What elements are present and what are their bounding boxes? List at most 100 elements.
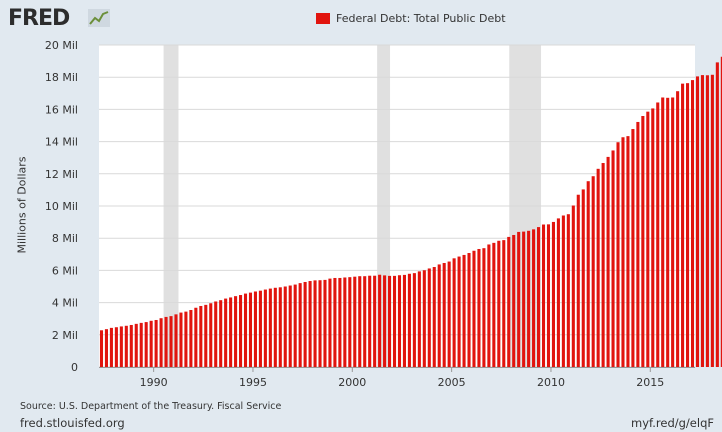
bar: [164, 316, 168, 367]
bar: [546, 224, 551, 367]
y-tick-label: 12 Mil: [45, 168, 78, 181]
bar: [323, 279, 327, 367]
bar: [477, 248, 481, 367]
bar: [636, 121, 640, 367]
bar: [308, 281, 312, 367]
bar: [646, 111, 650, 368]
bar: [318, 280, 322, 367]
bar: [328, 278, 332, 367]
bar: [184, 311, 188, 367]
bar: [179, 312, 183, 367]
x-tick-label: 1990: [140, 376, 168, 389]
bar: [368, 275, 372, 367]
bar: [437, 264, 441, 367]
bar: [537, 227, 541, 367]
y-tick-label: 6 Mil: [52, 264, 78, 277]
bar: [576, 194, 580, 367]
bar: [209, 303, 213, 367]
bar: [417, 271, 421, 367]
bar: [666, 97, 670, 368]
bar: [561, 215, 565, 367]
bar: [253, 291, 257, 367]
bar: [407, 273, 411, 367]
bar: [447, 261, 451, 367]
y-axis: 0 2 Mil 4 Mil 6 Mil 8 Mil 10 Mil 12 Mil 14 Mil 1…: [45, 39, 78, 374]
bar: [705, 75, 709, 367]
site-link[interactable]: fred.stlouisfed.org: [20, 416, 125, 430]
bar: [373, 275, 377, 367]
bar: [234, 296, 238, 367]
bar: [194, 307, 198, 367]
bar: [442, 262, 446, 367]
bar: [432, 267, 436, 367]
bar: [239, 295, 243, 367]
bar: [388, 275, 392, 367]
bar: [452, 258, 456, 367]
bar: [214, 301, 218, 367]
bar: [114, 327, 118, 367]
bar: [402, 274, 406, 367]
bar: [626, 136, 630, 367]
bar: [189, 310, 193, 367]
source-note: Source: U.S. Department of the Treasury.…: [20, 401, 282, 412]
bar: [99, 330, 104, 367]
x-tick-label: 1995: [239, 376, 267, 389]
bar: [422, 270, 426, 367]
bar: [651, 108, 655, 368]
bar: [611, 150, 615, 367]
bar: [710, 74, 714, 367]
bar: [457, 256, 461, 367]
fred-logo[interactable]: FRED: [8, 6, 70, 31]
bar: [532, 229, 536, 367]
bar: [661, 97, 665, 368]
bar: [606, 156, 610, 367]
bar: [551, 221, 555, 367]
bar: [169, 316, 173, 367]
bar: [293, 284, 297, 367]
bar: [104, 329, 108, 367]
bar: [229, 297, 233, 367]
bar: [363, 276, 367, 367]
bar: [199, 305, 203, 367]
bar: [378, 274, 382, 367]
legend-swatch: [316, 13, 330, 24]
bar: [656, 102, 660, 368]
bar: [621, 137, 625, 367]
bar: [144, 322, 148, 367]
x-tick-label: 2005: [438, 376, 466, 389]
chart-svg: 0 2 Mil 4 Mil 6 Mil 8 Mil 10 Mil 12 Mil 14 Mil 1…: [45, 39, 722, 389]
bar: [502, 240, 506, 367]
legend-label: Federal Debt: Total Public Debt: [336, 12, 506, 25]
bar: [149, 320, 153, 367]
bar: [591, 176, 595, 367]
y-tick-label: 8 Mil: [52, 232, 78, 245]
bar: [427, 268, 431, 367]
bar: [397, 275, 402, 367]
bar: [566, 214, 570, 367]
bar: [224, 298, 228, 367]
y-axis-title: Millions of Dollars: [15, 156, 29, 254]
bar: [541, 224, 546, 367]
bar: [467, 253, 471, 367]
x-tick-label: 2010: [537, 376, 565, 389]
y-tick-label: 0: [71, 361, 78, 374]
bar: [482, 248, 486, 367]
short-link[interactable]: myf.red/g/elqF: [631, 416, 714, 430]
bar: [219, 300, 223, 367]
bar: [159, 318, 163, 367]
bar: [512, 234, 516, 367]
bar: [686, 83, 690, 368]
bar: [695, 76, 700, 368]
plot-area: [99, 44, 722, 368]
bar: [343, 277, 347, 367]
bar: [586, 181, 590, 367]
bar: [571, 205, 575, 367]
bar: [383, 275, 387, 367]
bar: [690, 80, 695, 368]
bar: [392, 275, 397, 367]
bar: [154, 319, 158, 367]
bar: [243, 293, 248, 367]
bar: [283, 286, 287, 367]
bar: [681, 83, 685, 367]
bar: [412, 273, 416, 367]
